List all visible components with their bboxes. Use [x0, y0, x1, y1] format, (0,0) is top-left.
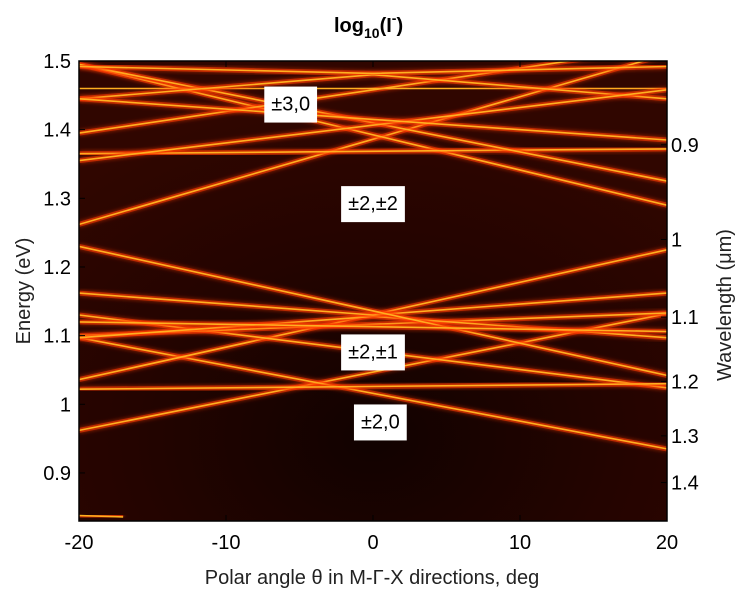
y2-tick-label-5: 1.3	[671, 426, 699, 448]
y2-axis-ticks: 0.9 1 1.1 1.2 1.3 1.4	[661, 135, 699, 495]
y-tick-label-6: 1.4	[43, 120, 71, 142]
band-label-1: ±3,0	[264, 86, 318, 123]
y-tick-label-7: 1.5	[43, 51, 71, 73]
band-lines	[79, 61, 667, 520]
x-tick-label-2: -10	[212, 532, 241, 554]
band-line-8	[79, 290, 667, 318]
band-line-19	[79, 87, 667, 164]
x-tick-label-3: 0	[367, 532, 378, 554]
y2-tick-label-3: 1.1	[671, 307, 699, 329]
y2-axis-title: Wavelength (μm)	[714, 229, 736, 381]
band-line-20	[79, 96, 667, 143]
y-tick-label-4: 1.2	[43, 257, 71, 279]
y-tick-label-2: 1	[60, 394, 71, 416]
svg-text:±2,±1: ±2,±1	[348, 341, 398, 363]
band-line-5	[79, 381, 667, 392]
y-tick-label-5: 1.3	[43, 188, 71, 210]
x-axis-ticks: -20 -10 0 10 20	[65, 61, 678, 554]
x-axis-title: Polar angle θ in M-Γ-X directions, deg	[205, 567, 540, 589]
svg-text:±2,±2: ±2,±2	[348, 193, 398, 215]
band-annotations: ±3,0 ±2,±2 ±2,±1 ±2,0	[264, 86, 407, 441]
chart-title: log10(I-)	[334, 10, 403, 41]
band-label-2: ±2,±2	[341, 186, 405, 223]
svg-text:±2,0: ±2,0	[361, 411, 400, 433]
band-line-18	[79, 64, 667, 76]
y2-tick-label-1: 0.9	[671, 135, 699, 157]
x-tick-label-4: 10	[509, 532, 531, 554]
y2-tick-label-2: 1	[671, 230, 682, 252]
plot-background	[79, 61, 667, 521]
band-label-3: ±2,±1	[341, 334, 405, 371]
band-line-21	[79, 513, 124, 520]
band-line-11	[79, 61, 653, 227]
band-line-10	[79, 319, 667, 334]
band-line-1	[79, 311, 667, 433]
y2-tick-label-4: 1.2	[671, 372, 699, 394]
band-label-4: ±2,0	[353, 404, 407, 441]
y-tick-label-3: 1.1	[43, 326, 71, 348]
svg-text:±3,0: ±3,0	[271, 94, 310, 116]
y2-tick-label-6: 1.4	[671, 473, 699, 495]
y-axis-title: Energy (eV)	[13, 238, 35, 345]
band-line-9	[79, 243, 667, 378]
band-line-13	[79, 146, 667, 157]
y-axis-ticks: 0.9 1 1.1 1.2 1.3 1.4 1.5	[43, 51, 85, 485]
y-tick-label-1: 0.9	[43, 463, 71, 485]
x-tick-label-1: -20	[65, 532, 94, 554]
x-tick-label-5: 20	[656, 532, 678, 554]
